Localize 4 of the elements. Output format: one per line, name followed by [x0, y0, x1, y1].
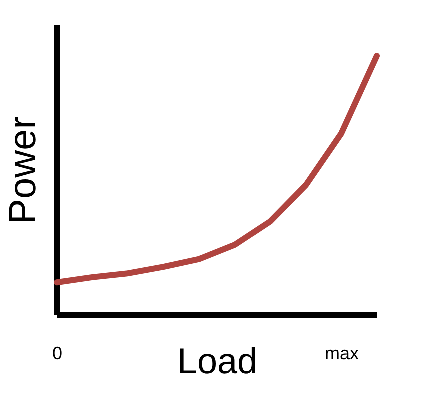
x-tick-label: 0 [52, 344, 63, 364]
x-axis-title: Load [177, 340, 258, 382]
x-tick-label: max [324, 344, 359, 364]
y-axis-title: Power [2, 116, 44, 224]
